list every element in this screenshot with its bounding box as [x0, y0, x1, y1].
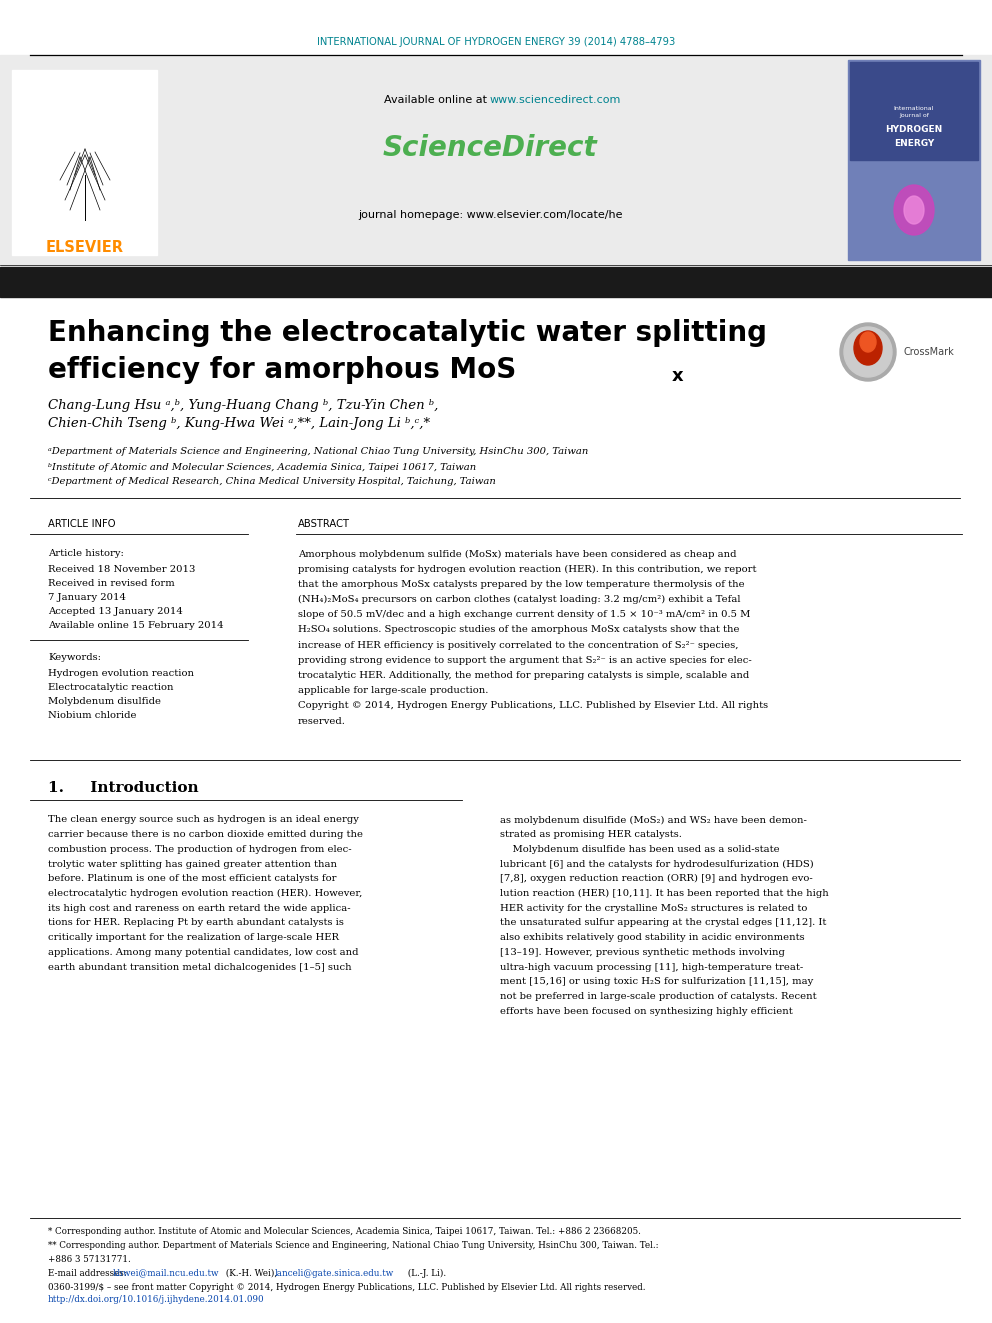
Text: increase of HER efficiency is positively correlated to the concentration of S₂²⁻: increase of HER efficiency is positively…: [298, 640, 738, 650]
Text: Copyright © 2014, Hydrogen Energy Publications, LLC. Published by Elsevier Ltd. : Copyright © 2014, Hydrogen Energy Public…: [298, 701, 768, 710]
Text: as molybdenum disulfide (MoS₂) and WS₂ have been demon-: as molybdenum disulfide (MoS₂) and WS₂ h…: [500, 815, 806, 824]
Text: earth abundant transition metal dichalcogenides [1–5] such: earth abundant transition metal dichalco…: [48, 963, 351, 971]
Text: HYDROGEN: HYDROGEN: [886, 126, 942, 135]
Text: The clean energy source such as hydrogen is an ideal energy: The clean energy source such as hydrogen…: [48, 815, 359, 824]
Text: Hydrogen evolution reaction: Hydrogen evolution reaction: [48, 668, 194, 677]
Text: before. Platinum is one of the most efficient catalysts for: before. Platinum is one of the most effi…: [48, 875, 336, 884]
Text: (K.-H. Wei),: (K.-H. Wei),: [223, 1269, 280, 1278]
Text: ᵃDepartment of Materials Science and Engineering, National Chiao Tung University: ᵃDepartment of Materials Science and Eng…: [48, 447, 588, 456]
Bar: [850, 62, 978, 160]
Ellipse shape: [840, 323, 896, 381]
Text: E-mail addresses:: E-mail addresses:: [48, 1269, 130, 1278]
Text: Chang-Lung Hsu ᵃ,ᵇ, Yung-Huang Chang ᵇ, Tzu-Yin Chen ᵇ,: Chang-Lung Hsu ᵃ,ᵇ, Yung-Huang Chang ᵇ, …: [48, 398, 438, 411]
Text: efficiency for amorphous MoS: efficiency for amorphous MoS: [48, 356, 516, 384]
Text: lution reaction (HER) [10,11]. It has been reported that the high: lution reaction (HER) [10,11]. It has be…: [500, 889, 828, 898]
Ellipse shape: [904, 196, 924, 224]
Text: ABSTRACT: ABSTRACT: [298, 519, 350, 529]
Text: Amorphous molybdenum sulfide (MoSx) materials have been considered as cheap and: Amorphous molybdenum sulfide (MoSx) mate…: [298, 549, 736, 558]
Text: (L.-J. Li).: (L.-J. Li).: [405, 1269, 446, 1278]
Text: [13–19]. However, previous synthetic methods involving: [13–19]. However, previous synthetic met…: [500, 947, 785, 957]
Text: ᶜDepartment of Medical Research, China Medical University Hospital, Taichung, Ta: ᶜDepartment of Medical Research, China M…: [48, 478, 496, 487]
Text: that the amorphous MoSx catalysts prepared by the low temperature thermolysis of: that the amorphous MoSx catalysts prepar…: [298, 579, 745, 589]
Text: ARTICLE INFO: ARTICLE INFO: [48, 519, 115, 529]
Ellipse shape: [894, 185, 934, 235]
Text: khwei@mail.ncu.edu.tw: khwei@mail.ncu.edu.tw: [113, 1269, 219, 1278]
Text: ᵇInstitute of Atomic and Molecular Sciences, Academia Sinica, Taipei 10617, Taiw: ᵇInstitute of Atomic and Molecular Scien…: [48, 463, 476, 471]
Text: applications. Among many potential candidates, low cost and: applications. Among many potential candi…: [48, 947, 358, 957]
Bar: [12, 70, 157, 255]
Text: Keywords:: Keywords:: [48, 654, 101, 663]
Text: Enhancing the electrocatalytic water splitting: Enhancing the electrocatalytic water spl…: [48, 319, 767, 347]
Text: ment [15,16] or using toxic H₂S for sulfurization [11,15], may: ment [15,16] or using toxic H₂S for sulf…: [500, 978, 813, 986]
Text: CrossMark: CrossMark: [903, 347, 953, 357]
Text: carrier because there is no carbon dioxide emitted during the: carrier because there is no carbon dioxi…: [48, 831, 363, 839]
Text: Molybdenum disulfide: Molybdenum disulfide: [48, 696, 161, 705]
Text: slope of 50.5 mV/dec and a high exchange current density of 1.5 × 10⁻³ mA/cm² in: slope of 50.5 mV/dec and a high exchange…: [298, 610, 750, 619]
Text: Received 18 November 2013: Received 18 November 2013: [48, 565, 195, 573]
Text: International
Journal of: International Journal of: [894, 106, 934, 118]
Text: efforts have been focused on synthesizing highly efficient: efforts have been focused on synthesizin…: [500, 1007, 793, 1016]
Text: providing strong evidence to support the argument that S₂²⁻ is an active species: providing strong evidence to support the…: [298, 656, 752, 665]
Text: HER activity for the crystalline MoS₂ structures is related to: HER activity for the crystalline MoS₂ st…: [500, 904, 807, 913]
Text: INTERNATIONAL JOURNAL OF HYDROGEN ENERGY 39 (2014) 4788–4793: INTERNATIONAL JOURNAL OF HYDROGEN ENERGY…: [316, 37, 676, 48]
Text: trolytic water splitting has gained greater attention than: trolytic water splitting has gained grea…: [48, 860, 337, 869]
Text: its high cost and rareness on earth retard the wide applica-: its high cost and rareness on earth reta…: [48, 904, 350, 913]
Bar: [848, 60, 980, 261]
Text: http://dx.doi.org/10.1016/j.ijhydene.2014.01.090: http://dx.doi.org/10.1016/j.ijhydene.201…: [48, 1295, 265, 1304]
Text: Molybdenum disulfide has been used as a solid-state: Molybdenum disulfide has been used as a …: [500, 845, 780, 853]
Text: H₂SO₄ solutions. Spectroscopic studies of the amorphous MoSx catalysts show that: H₂SO₄ solutions. Spectroscopic studies o…: [298, 626, 739, 635]
Text: also exhibits relatively good stability in acidic environments: also exhibits relatively good stability …: [500, 933, 805, 942]
Text: combustion process. The production of hydrogen from elec-: combustion process. The production of hy…: [48, 845, 351, 853]
Text: +886 3 57131771.: +886 3 57131771.: [48, 1254, 131, 1263]
Text: journal homepage: www.elsevier.com/locate/he: journal homepage: www.elsevier.com/locat…: [358, 210, 622, 220]
Text: ultra-high vacuum processing [11], high-temperature treat-: ultra-high vacuum processing [11], high-…: [500, 963, 804, 971]
Text: x: x: [672, 366, 683, 385]
Text: Accepted 13 January 2014: Accepted 13 January 2014: [48, 606, 183, 615]
Text: Chien-Chih Tseng ᵇ, Kung-Hwa Wei ᵃ,**, Lain-Jong Li ᵇ,ᶜ,*: Chien-Chih Tseng ᵇ, Kung-Hwa Wei ᵃ,**, L…: [48, 418, 431, 430]
Text: Available online 15 February 2014: Available online 15 February 2014: [48, 620, 223, 630]
Text: critically important for the realization of large-scale HER: critically important for the realization…: [48, 933, 339, 942]
Text: applicable for large-scale production.: applicable for large-scale production.: [298, 687, 488, 696]
Bar: [0, 56, 992, 265]
Text: Article history:: Article history:: [48, 549, 124, 558]
Text: 0360-3199/$ – see front matter Copyright © 2014, Hydrogen Energy Publications, L: 0360-3199/$ – see front matter Copyright…: [48, 1282, 646, 1291]
Text: promising catalysts for hydrogen evolution reaction (HER). In this contribution,: promising catalysts for hydrogen evoluti…: [298, 565, 757, 574]
Text: ** Corresponding author. Department of Materials Science and Engineering, Nation: ** Corresponding author. Department of M…: [48, 1241, 659, 1250]
Text: 1.     Introduction: 1. Introduction: [48, 781, 198, 795]
Text: lubricant [6] and the catalysts for hydrodesulfurization (HDS): lubricant [6] and the catalysts for hydr…: [500, 860, 813, 869]
Text: strated as promising HER catalysts.: strated as promising HER catalysts.: [500, 831, 682, 839]
Text: Available online at: Available online at: [384, 95, 490, 105]
Text: [7,8], oxygen reduction reaction (ORR) [9] and hydrogen evo-: [7,8], oxygen reduction reaction (ORR) […: [500, 875, 812, 884]
Text: lanceli@gate.sinica.edu.tw: lanceli@gate.sinica.edu.tw: [275, 1269, 394, 1278]
Text: www.sciencedirect.com: www.sciencedirect.com: [490, 95, 621, 105]
Ellipse shape: [854, 331, 882, 365]
Text: not be preferred in large-scale production of catalysts. Recent: not be preferred in large-scale producti…: [500, 992, 816, 1002]
Ellipse shape: [844, 327, 892, 377]
Text: the unsaturated sulfur appearing at the crystal edges [11,12]. It: the unsaturated sulfur appearing at the …: [500, 918, 826, 927]
Text: Niobium chloride: Niobium chloride: [48, 710, 137, 720]
Text: tions for HER. Replacing Pt by earth abundant catalysts is: tions for HER. Replacing Pt by earth abu…: [48, 918, 344, 927]
Text: trocatalytic HER. Additionally, the method for preparing catalysts is simple, sc: trocatalytic HER. Additionally, the meth…: [298, 671, 749, 680]
Text: * Corresponding author. Institute of Atomic and Molecular Sciences, Academia Sin: * Corresponding author. Institute of Ato…: [48, 1228, 641, 1237]
Text: 7 January 2014: 7 January 2014: [48, 593, 126, 602]
Text: ELSEVIER: ELSEVIER: [46, 241, 124, 255]
Text: electrocatalytic hydrogen evolution reaction (HER). However,: electrocatalytic hydrogen evolution reac…: [48, 889, 362, 898]
Text: reserved.: reserved.: [298, 717, 346, 726]
Bar: [0, 267, 992, 296]
Text: Received in revised form: Received in revised form: [48, 578, 175, 587]
Ellipse shape: [860, 332, 876, 352]
Text: Electrocatalytic reaction: Electrocatalytic reaction: [48, 683, 174, 692]
Text: ENERGY: ENERGY: [894, 139, 934, 147]
Text: ScienceDirect: ScienceDirect: [383, 134, 597, 161]
Text: (NH₄)₂MoS₄ precursors on carbon clothes (catalyst loading: 3.2 mg/cm²) exhibit a: (NH₄)₂MoS₄ precursors on carbon clothes …: [298, 595, 740, 605]
